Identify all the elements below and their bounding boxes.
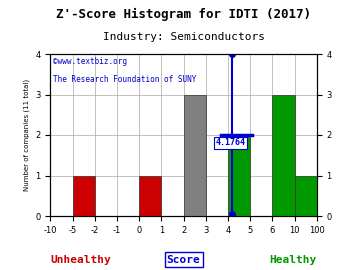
Bar: [294, 176, 317, 216]
Text: The Research Foundation of SUNY: The Research Foundation of SUNY: [53, 75, 197, 84]
Bar: [184, 94, 206, 216]
Text: Z'-Score Histogram for IDTI (2017): Z'-Score Histogram for IDTI (2017): [56, 8, 311, 21]
Text: Healthy: Healthy: [270, 255, 317, 265]
Text: Unhealthy: Unhealthy: [50, 255, 111, 265]
Bar: [273, 94, 294, 216]
Text: Score: Score: [167, 255, 201, 265]
Text: ©www.textbiz.org: ©www.textbiz.org: [53, 57, 127, 66]
Text: Industry: Semiconductors: Industry: Semiconductors: [103, 32, 265, 42]
Bar: [73, 176, 95, 216]
Bar: [228, 135, 250, 216]
Y-axis label: Number of companies (11 total): Number of companies (11 total): [23, 79, 30, 191]
Text: 4.1764: 4.1764: [216, 138, 246, 147]
Bar: [139, 176, 161, 216]
